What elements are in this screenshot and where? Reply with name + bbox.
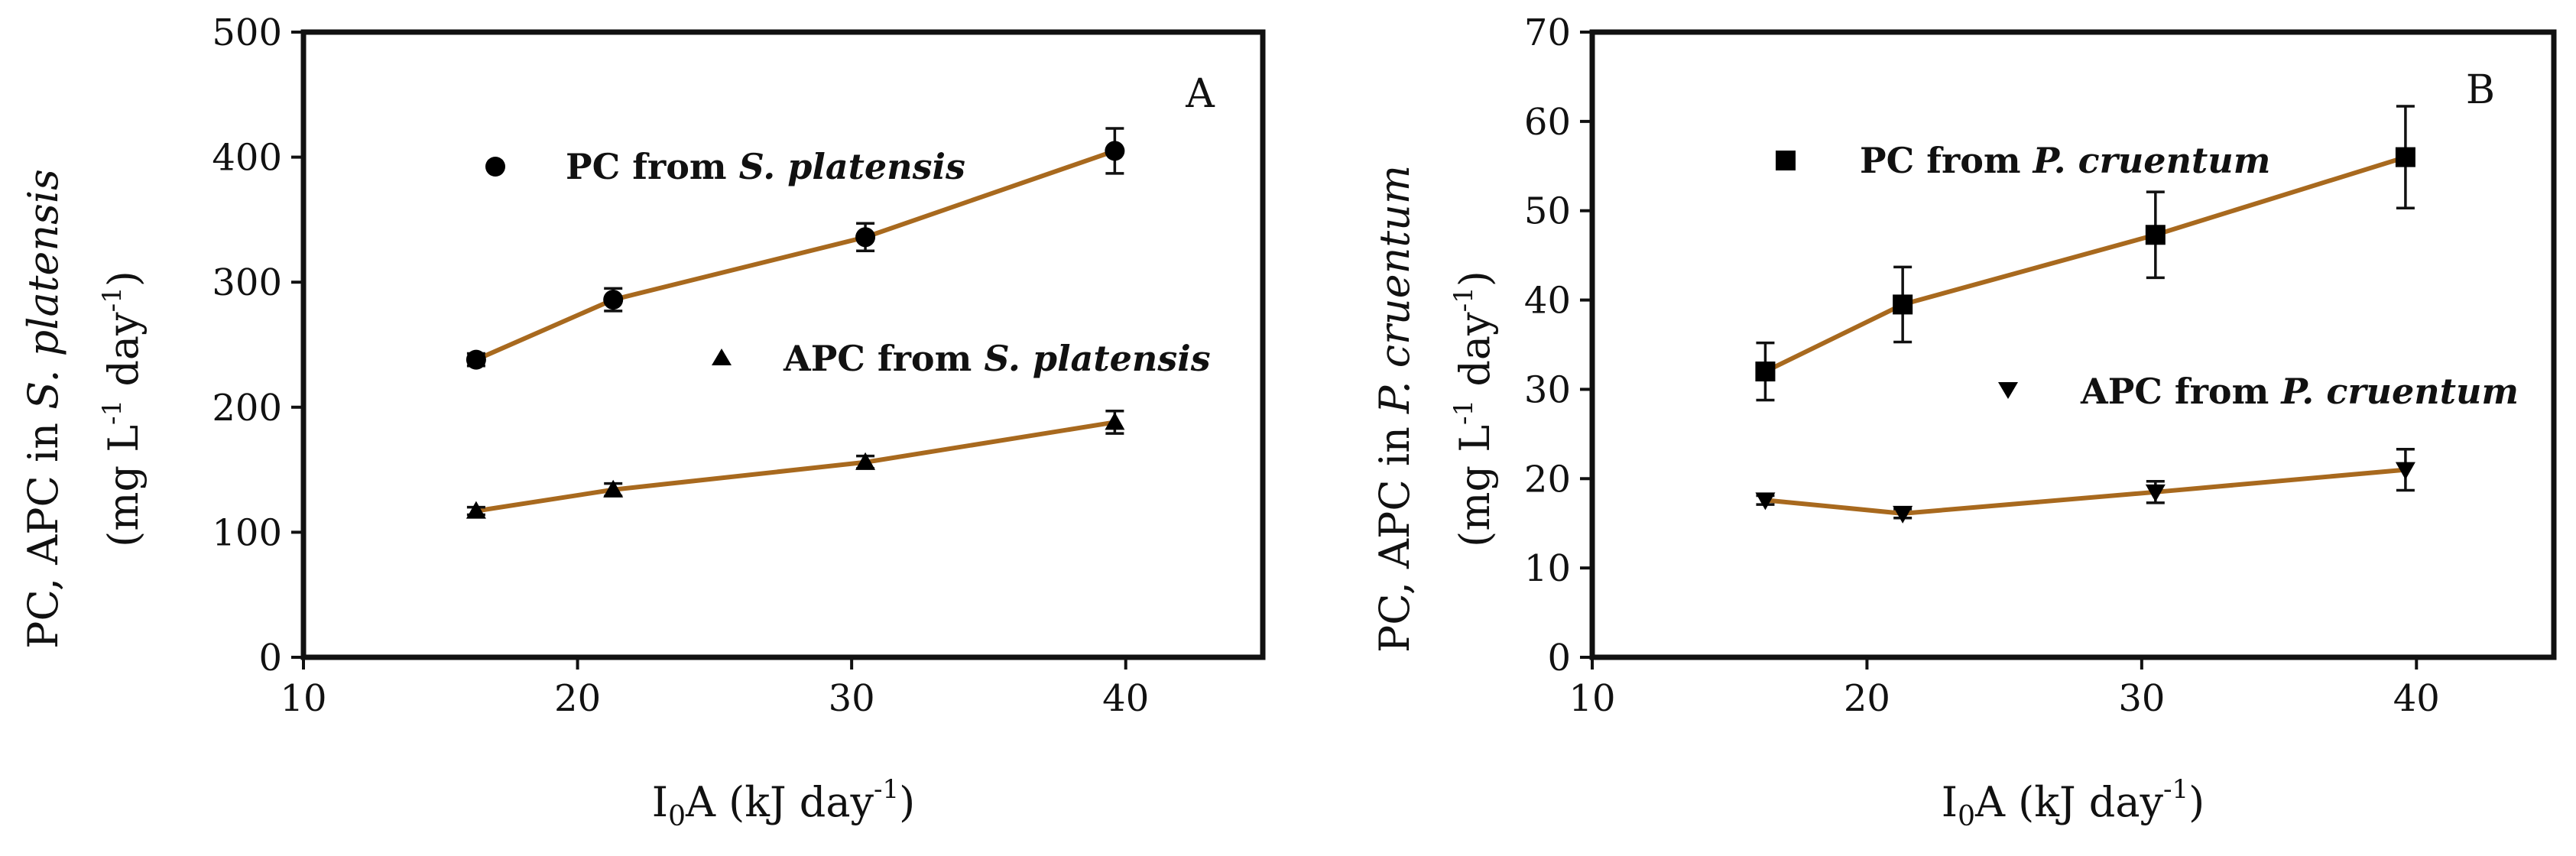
data-point-circle: [855, 227, 876, 248]
data-point-triangle-down: [1893, 505, 1913, 524]
data-point-square: [1755, 362, 1776, 382]
panel-label: A: [1185, 71, 1215, 117]
y-tick-label: 20: [1524, 458, 1571, 501]
data-point-square: [2145, 225, 2166, 245]
y-tick-label: 0: [1547, 637, 1571, 679]
data-point-circle: [603, 290, 624, 310]
data-point-circle: [466, 349, 486, 370]
y-axis-title-line1: PC, APC in S. platensis: [19, 169, 67, 649]
series-line-0: [1764, 154, 2406, 374]
panel-label: B: [2466, 67, 2495, 113]
x-tick-label: 10: [1569, 677, 1615, 720]
x-tick-label: 20: [554, 677, 601, 720]
y-tick-label: 500: [212, 11, 282, 54]
legend-marker-square: [1776, 151, 1796, 170]
y-tick-label: 60: [1524, 101, 1571, 144]
data-point-triangle-down: [2395, 462, 2415, 480]
legend-marker-triangle: [712, 349, 732, 365]
plot-frame: [300, 29, 1266, 660]
y-tick-label: 200: [212, 387, 282, 430]
fit-lines: [1764, 154, 2406, 516]
legend-label-apc: APC from S. platensis: [783, 338, 1211, 379]
x-axis-title: I0A (kJ day-1): [1942, 774, 2205, 832]
x-tick-label: 40: [1102, 677, 1149, 720]
y-tick-label: 50: [1524, 190, 1571, 233]
data-point-square: [2395, 147, 2415, 167]
series-line-1: [1765, 467, 2406, 516]
x-axis-title: I0A (kJ day-1): [652, 774, 916, 832]
y-axis-title-line2: (mg L-1 day-1): [97, 271, 148, 547]
series-line-1: [475, 420, 1115, 514]
y-tick-label: 70: [1524, 11, 1571, 54]
legend-marker-circle: [485, 157, 505, 177]
data-point-triangle: [1105, 412, 1125, 430]
fit-lines: [475, 148, 1116, 514]
data-point-square: [1893, 294, 1913, 315]
chart-panel-b: PC, APC in P. cruentum (mg L-1 day-1) 10…: [1371, 11, 2557, 832]
legend-label-apc: APC from P. cruentum: [2080, 371, 2519, 412]
data-point-triangle: [466, 501, 486, 519]
series-line-0: [475, 148, 1116, 362]
data-point-triangle-down: [1755, 492, 1776, 511]
x-tick-label: 30: [2118, 677, 2165, 720]
legend-entry-apc: APC from S. platensis: [712, 338, 1211, 379]
data-point-triangle: [603, 479, 624, 498]
y-axis-title-line2: (mg L-1 day-1): [1449, 271, 1499, 547]
data-point-triangle-down: [2145, 484, 2166, 502]
x-tick-label: 40: [2393, 677, 2440, 720]
plot-frame: [1589, 29, 2557, 660]
x-tick-label: 10: [280, 677, 326, 720]
legend-marker-triangle-down: [1998, 382, 2018, 399]
y-tick-label: 30: [1524, 368, 1571, 411]
legend-entry-pc: PC from S. platensis: [485, 146, 965, 187]
x-tick-label: 30: [829, 677, 875, 720]
y-tick-label: 10: [1524, 547, 1571, 590]
legend-entry-pc: PC from P. cruentum: [1776, 140, 2270, 181]
legend-entry-apc: APC from P. cruentum: [1998, 371, 2519, 412]
legend-label-pc: PC from P. cruentum: [1860, 140, 2270, 181]
y-tick-label: 0: [258, 637, 282, 679]
data-point-triangle: [855, 452, 876, 470]
legend-label-pc: PC from S. platensis: [566, 146, 965, 187]
data-point-circle: [1105, 141, 1125, 161]
y-tick-label: 300: [212, 261, 282, 304]
data-points: [466, 127, 1125, 519]
chart-panel-a: PC, APC in S. platensis (mg L-1 day-1) 1…: [19, 11, 1266, 832]
data-points: [1755, 105, 2415, 524]
x-tick-label: 20: [1844, 677, 1890, 720]
y-tick-label: 100: [212, 511, 282, 554]
y-tick-label: 40: [1524, 280, 1571, 323]
y-tick-label: 400: [212, 137, 282, 180]
y-axis-title-line1: PC, APC in P. cruentum: [1371, 165, 1419, 653]
